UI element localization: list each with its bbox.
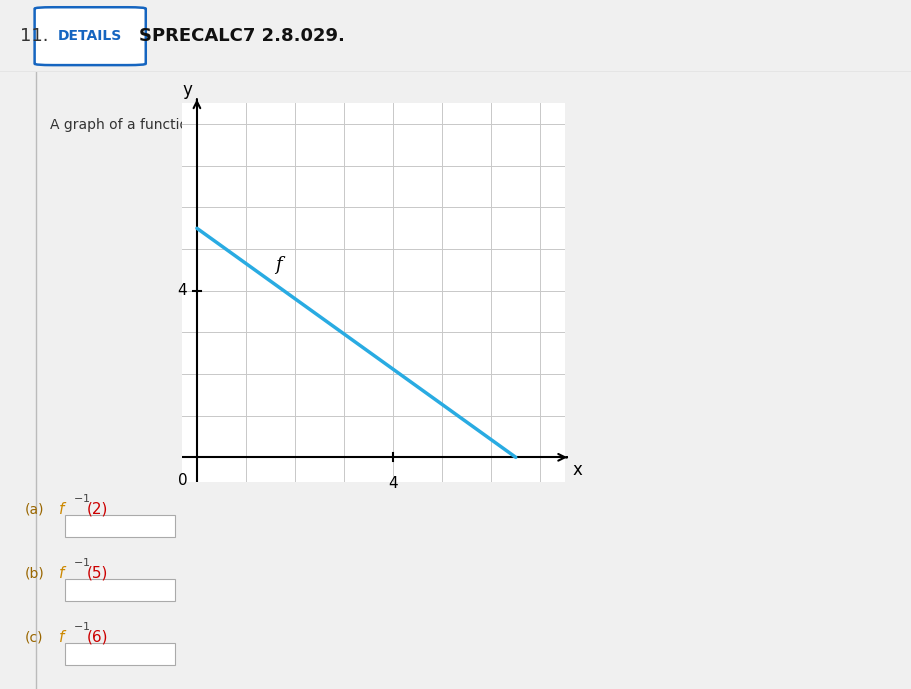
Text: x: x — [572, 461, 582, 479]
Text: A graph of a function is given. Use the graph to find the indicated values.: A graph of a function is given. Use the … — [50, 118, 561, 132]
Text: (c): (c) — [26, 630, 44, 644]
Text: 4: 4 — [178, 283, 187, 298]
Text: $f$: $f$ — [57, 629, 67, 645]
Text: 0: 0 — [179, 473, 188, 488]
Text: $-1$: $-1$ — [73, 492, 90, 504]
Text: (2): (2) — [87, 502, 108, 517]
Text: 4: 4 — [388, 476, 398, 491]
Text: $f$: $f$ — [57, 565, 67, 581]
Text: (b): (b) — [26, 566, 45, 580]
Text: (6): (6) — [87, 630, 108, 644]
FancyBboxPatch shape — [35, 8, 146, 65]
Text: f: f — [275, 256, 282, 274]
Bar — [66, 515, 175, 537]
Text: 11.: 11. — [20, 27, 48, 45]
Text: y: y — [182, 81, 192, 99]
Text: SPRECALC7 2.8.029.: SPRECALC7 2.8.029. — [139, 27, 345, 45]
Text: $f$: $f$ — [57, 501, 67, 517]
Text: $-1$: $-1$ — [73, 620, 90, 632]
Bar — [66, 579, 175, 601]
Text: (5): (5) — [87, 566, 108, 581]
Text: $-1$: $-1$ — [73, 556, 90, 568]
Text: DETAILS: DETAILS — [58, 29, 122, 43]
Bar — [66, 643, 175, 665]
Text: (a): (a) — [26, 502, 45, 516]
